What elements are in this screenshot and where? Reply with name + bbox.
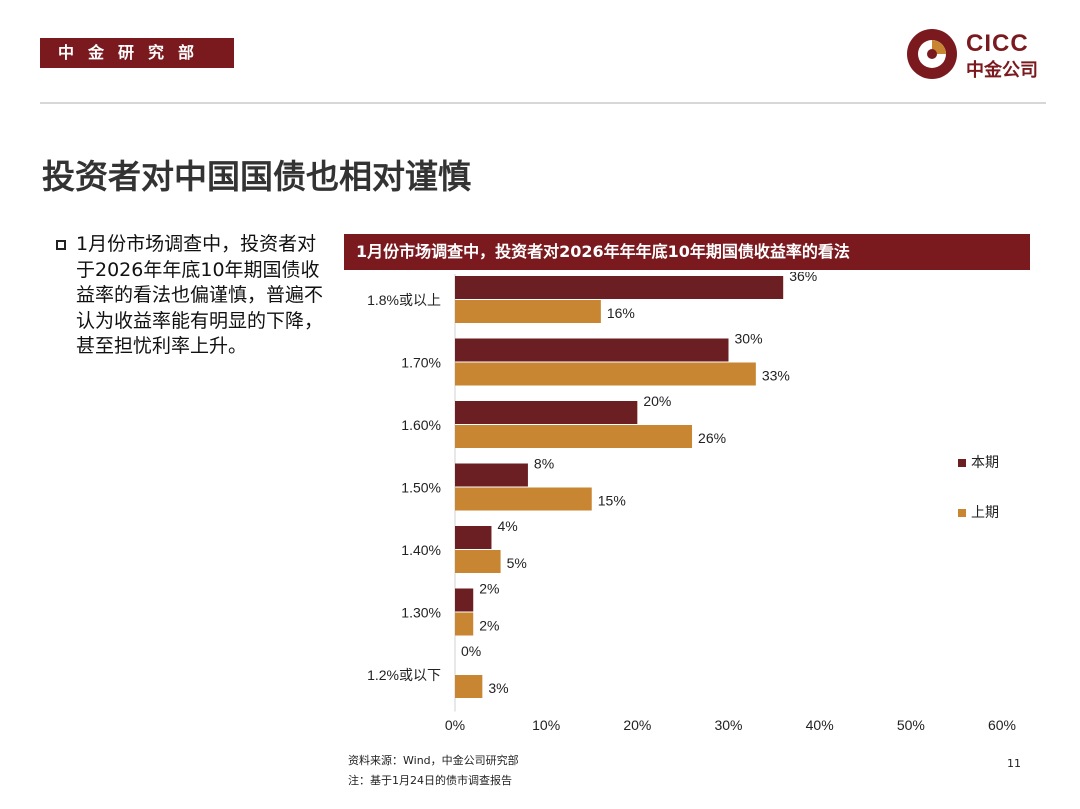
cicc-logo-icon xyxy=(907,29,957,79)
bullet-text: 1月份市场调查中，投资者对于2026年年底10年期国债收益率的看法也偏谨慎，普遍… xyxy=(76,233,324,357)
legend-swatch xyxy=(958,459,966,467)
data-label: 30% xyxy=(735,331,763,347)
data-label: 16% xyxy=(607,305,635,321)
bar-previous xyxy=(455,362,756,386)
header-divider xyxy=(40,102,1046,104)
x-tick-label: 50% xyxy=(897,717,925,733)
category-label: 1.60% xyxy=(401,417,441,433)
department-tag: 中金研究部 xyxy=(40,38,234,68)
legend-label: 本期 xyxy=(971,454,999,470)
data-label: 5% xyxy=(507,555,527,571)
bar-chart: 1.8%或以上 36% 16% 1.70% 30% 33% 1.60% 20% 26% 1.50%… xyxy=(367,272,1016,733)
bar-current xyxy=(455,526,492,549)
bar-previous xyxy=(455,675,483,698)
category-label: 1.40% xyxy=(401,542,441,558)
category-label: 1.50% xyxy=(401,480,441,496)
data-label: 33% xyxy=(762,368,790,384)
bar-previous xyxy=(455,550,501,573)
data-label: 0% xyxy=(461,643,481,659)
data-label: 20% xyxy=(643,393,671,409)
legend-label: 上期 xyxy=(971,504,999,520)
bar-current xyxy=(455,588,474,612)
data-label: 36% xyxy=(789,272,817,284)
x-tick-label: 30% xyxy=(714,717,742,733)
data-label: 4% xyxy=(497,518,517,534)
footnote: 注：基于1月24日的债市调查报告 xyxy=(348,774,512,787)
data-label: 2% xyxy=(479,618,499,634)
bar-previous xyxy=(455,425,693,448)
page-title: 投资者对中国国债也相对谨慎 xyxy=(42,157,471,196)
bar-current xyxy=(455,401,638,424)
x-tick-label: 60% xyxy=(988,717,1016,733)
chart-title-bar: 1月份市场调查中，投资者对2026年年年底10年期国债收益率的看法 xyxy=(344,234,1030,270)
cicc-logo: CICC 中金公司 xyxy=(906,28,1056,82)
bar-current xyxy=(455,338,729,362)
x-tick-label: 0% xyxy=(445,717,465,733)
category-label: 1.8%或以上 xyxy=(367,292,441,308)
data-label: 26% xyxy=(698,430,726,446)
legend-swatch xyxy=(958,509,966,517)
bar-current xyxy=(455,463,528,487)
bar-previous xyxy=(455,487,592,511)
x-tick-label: 40% xyxy=(806,717,834,733)
data-label: 8% xyxy=(534,456,554,472)
bar-current xyxy=(455,276,784,299)
source-note: 资料来源：Wind，中金公司研究部 xyxy=(348,754,519,767)
category-label: 1.30% xyxy=(401,605,441,621)
category-label: 1.70% xyxy=(401,355,441,371)
x-tick-label: 10% xyxy=(532,717,560,733)
logo-text-cn: 中金公司 xyxy=(966,60,1038,81)
page-number: 11 xyxy=(1007,757,1021,770)
data-label: 3% xyxy=(488,680,508,696)
bullet-square-icon xyxy=(56,240,66,250)
bar-previous xyxy=(455,300,601,323)
data-label: 2% xyxy=(479,581,499,597)
bar-previous xyxy=(455,612,474,636)
x-tick-label: 20% xyxy=(623,717,651,733)
data-label: 15% xyxy=(598,493,626,509)
logo-text-en: CICC xyxy=(966,30,1029,57)
category-label: 1.2%或以下 xyxy=(367,667,441,683)
